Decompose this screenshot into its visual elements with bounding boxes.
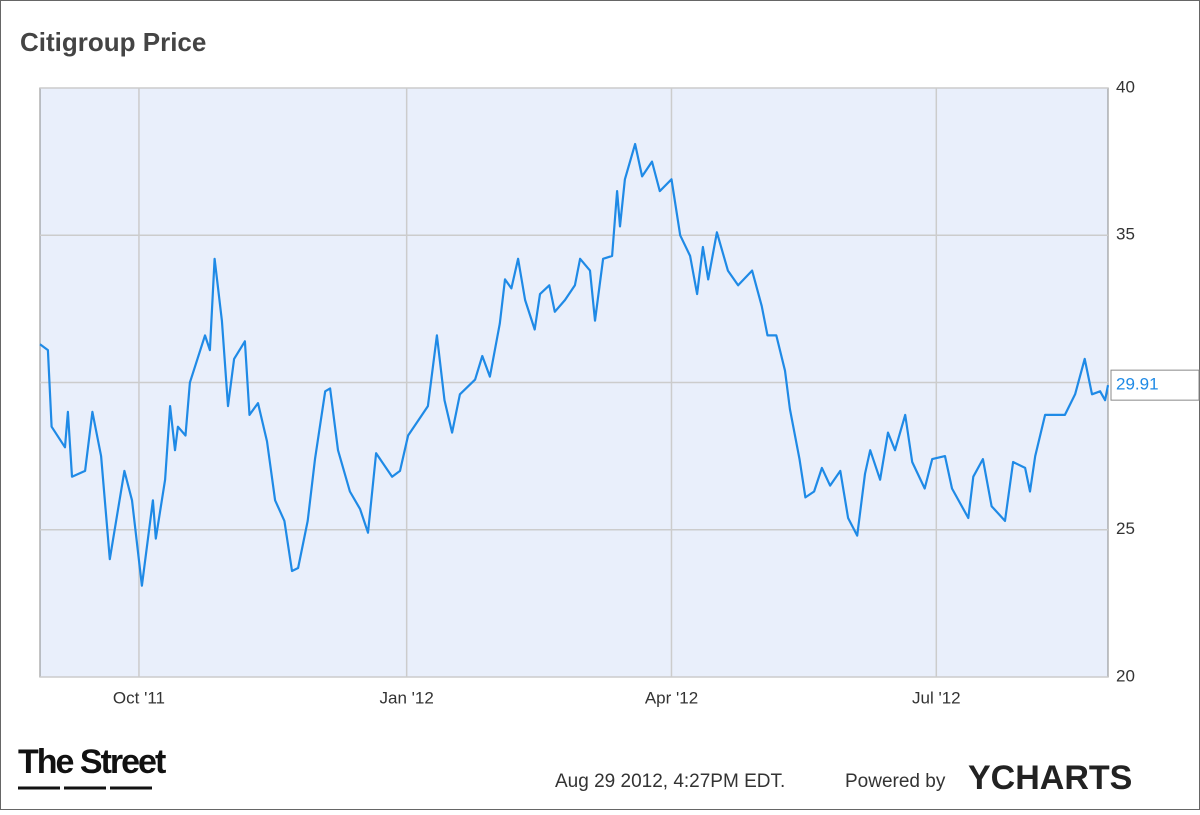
- brand: YCHARTS: [968, 759, 1132, 797]
- x-tick-label: Oct '11: [113, 688, 165, 707]
- x-tick-label: Apr '12: [645, 688, 698, 707]
- x-tick-label: Jan '12: [380, 688, 434, 707]
- y-tick-label: 40: [1116, 77, 1135, 96]
- powered-by: Powered by: [845, 771, 946, 792]
- y-tick-label: 25: [1116, 519, 1135, 538]
- last-value-label: 29.91: [1116, 375, 1159, 394]
- last-value-box: [1110, 369, 1200, 401]
- chart-title: Citigroup Price: [20, 27, 206, 57]
- timestamp: Aug 29 2012, 4:27PM EDT.: [555, 771, 785, 792]
- price-line: [39, 142, 1110, 587]
- y-tick-label: 20: [1116, 666, 1135, 685]
- y-tick-label: 35: [1116, 225, 1135, 244]
- logo: The Street: [18, 743, 166, 781]
- x-tick-label: Jul '12: [912, 688, 961, 707]
